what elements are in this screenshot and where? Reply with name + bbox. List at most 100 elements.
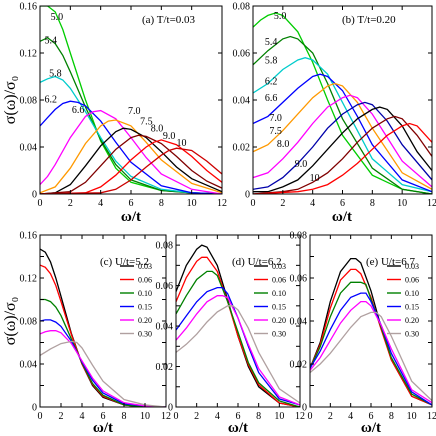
x-tick-label: 8 [159, 198, 164, 209]
x-tick-label: 10 [407, 411, 417, 422]
y-tick-label: 0.04 [290, 317, 308, 328]
legend-label: 0.10 [405, 289, 419, 298]
series-line-0.20 [310, 300, 432, 404]
x-tick-label: 10 [140, 411, 150, 422]
y-tick-label: 0.06 [233, 49, 251, 60]
y-tick-label: 0.02 [156, 362, 174, 373]
y-tick-label: 0 [302, 403, 307, 414]
curve-label: 5.4 [265, 37, 278, 48]
curve-label: 9.0 [163, 131, 176, 142]
curve-label: 7.0 [128, 106, 141, 117]
legend-label: 0.06 [272, 276, 286, 285]
series-line-0.06 [176, 256, 300, 407]
y-tick-label: 0.04 [20, 360, 38, 371]
x-axis-label: ω/t [121, 209, 141, 225]
curve-label: 6.6 [72, 105, 85, 116]
y-tick-label: 0.06 [290, 274, 308, 285]
legend-label: 0.06 [138, 276, 152, 285]
series-line-0.03 [40, 248, 166, 407]
y-tick-label: 0.04 [156, 322, 174, 333]
series-line-5.0 [253, 12, 432, 194]
chart-panel-1: 0 2 4 6 8 10 12 0 0.04 0.08 0.12 0.16 ω/t σ(ω)/σ₀ (a) … [2, 2, 227, 226]
x-tick-label: 6 [101, 411, 106, 422]
y-tick-label: 0.02 [233, 143, 251, 154]
series-line-6.6 [253, 82, 432, 190]
curve-label: 6.2 [265, 77, 278, 88]
series-line-7.5 [253, 101, 432, 190]
legend: 0.03 0.06 0.10 0.15 0.20 0.30 [387, 262, 419, 339]
series-line-5.4 [253, 35, 432, 194]
curve-label: 10 [310, 173, 320, 184]
legend-label: 0.20 [405, 316, 419, 325]
panel-label: (b) T/t=0.20 [342, 14, 396, 26]
legend-label: 0.06 [405, 276, 419, 285]
x-tick-label: 4 [80, 411, 85, 422]
series-line-0.20 [40, 330, 166, 407]
curve-label: 6.2 [45, 94, 58, 105]
x-tick-label: 12 [295, 411, 305, 422]
series-line-8.0 [40, 134, 222, 194]
y-tick-label: 0 [168, 403, 173, 414]
panel-label: (c) U/t=5.2 [100, 256, 149, 268]
legend-label: 0.03 [405, 262, 419, 271]
x-tick-label: 8 [122, 411, 127, 422]
y-tick-label: 0 [245, 190, 250, 201]
x-tick-label: 0 [251, 198, 256, 209]
x-tick-label: 2 [194, 411, 199, 422]
y-tick-label: 0.04 [20, 143, 38, 154]
x-tick-label: 4 [98, 198, 103, 209]
series-group [253, 12, 432, 194]
series-line-7.5 [40, 127, 222, 194]
curve-label: 7.5 [140, 117, 153, 128]
x-tick-label: 10 [187, 198, 197, 209]
series-line-0.06 [310, 268, 432, 406]
plot-frame [252, 5, 433, 195]
series-line-10 [253, 122, 432, 194]
y-axis-label: σ(ω)/σ₀ [2, 297, 19, 345]
x-tick-label: 6 [236, 411, 241, 422]
x-tick-label: 0 [174, 411, 179, 422]
legend-label: 0.15 [272, 303, 286, 312]
y-tick-label: 0.12 [20, 274, 38, 285]
legend-label: 0.20 [272, 316, 286, 325]
x-tick-label: 12 [427, 198, 436, 209]
series-line-9.0 [253, 115, 432, 194]
x-tick-label: 8 [370, 198, 375, 209]
y-tick-label: 0.16 [20, 2, 38, 13]
x-axis-label: ω/t [361, 420, 381, 436]
y-tick-label: 0.08 [20, 317, 38, 328]
panel-label: (d) U/t=6.2 [232, 256, 282, 268]
x-tick-label: 12 [427, 411, 436, 422]
curve-label: 5.0 [51, 12, 64, 23]
series-line-0.30 [176, 305, 300, 404]
legend: 0.03 0.06 0.10 0.15 0.20 0.30 [120, 262, 152, 339]
x-tick-label: 0 [38, 198, 43, 209]
x-tick-label: 8 [389, 411, 394, 422]
x-tick-label: 0 [38, 411, 43, 422]
x-tick-label: 12 [161, 411, 171, 422]
x-tick-label: 10 [274, 411, 284, 422]
series-group [176, 244, 300, 407]
y-tick-label: 0.06 [156, 281, 174, 292]
series-line-7.0 [253, 94, 432, 188]
x-tick-label: 12 [217, 198, 227, 209]
series-line-5.0 [40, 6, 222, 194]
x-tick-label: 6 [129, 198, 134, 209]
chart-panel-3: 0 2 4 6 8 10 1200.040.080.120.16ω/tσ(ω)/σ₀(c) … [2, 231, 171, 436]
x-tick-label: 8 [256, 411, 261, 422]
series-line-0.10 [310, 281, 432, 406]
x-axis-label: ω/t [228, 420, 248, 436]
x-tick-label: 2 [68, 198, 73, 209]
legend-label: 0.03 [272, 262, 286, 271]
legend-label: 0.30 [405, 330, 419, 339]
legend-label: 0.03 [138, 262, 152, 271]
chart-panel-2: 0 2 4 6 8 10 12 0 0.02 0.04 0.06 0.08 ω/t (b) T/t=0.2… [233, 2, 436, 226]
y-tick-label: 0.08 [156, 241, 174, 252]
x-axis-label: ω/t [332, 209, 352, 225]
y-tick-label: 0.12 [20, 49, 38, 60]
curve-label: 8.0 [277, 139, 290, 150]
x-axis-label: ω/t [93, 420, 113, 436]
series-line-6.6 [40, 109, 222, 194]
